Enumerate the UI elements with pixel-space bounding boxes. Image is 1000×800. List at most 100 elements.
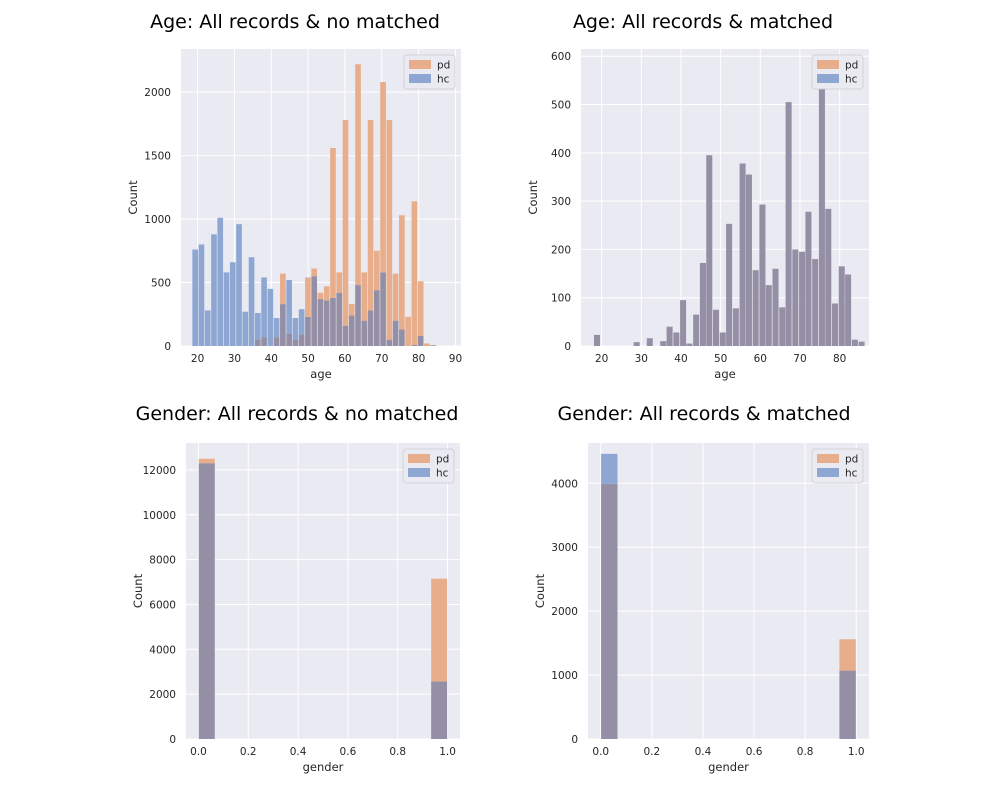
- bar-overlap: [752, 270, 759, 346]
- legend-label-hc: hc: [845, 74, 858, 86]
- x-tick-label: 0.4: [695, 746, 712, 758]
- bar-hc: [192, 249, 199, 346]
- bar-hc: [273, 318, 280, 338]
- bar-pd: [311, 268, 318, 277]
- bar-pd: [839, 639, 856, 671]
- y-tick-label: 600: [551, 51, 571, 63]
- bar-pd: [317, 292, 324, 300]
- bar-pd: [386, 120, 393, 340]
- bar-overlap: [330, 297, 336, 346]
- bar-overlap: [666, 326, 673, 346]
- chart-title-age-no-matched: Age: All records & no matched: [150, 11, 440, 33]
- bar-hc: [204, 310, 211, 346]
- bar-pd: [305, 277, 311, 317]
- bar-overlap: [792, 249, 799, 346]
- legend-swatch-hc: [817, 74, 839, 83]
- legend-swatch-hc: [408, 468, 430, 477]
- bar-overlap: [286, 333, 292, 346]
- legend-label-pd: pd: [437, 60, 450, 72]
- bar-hc: [248, 257, 255, 346]
- legend-swatch-pd: [817, 60, 839, 69]
- bar-overlap: [317, 299, 324, 346]
- x-tick-label: 0.0: [190, 746, 207, 758]
- x-tick-label: 0.6: [746, 746, 763, 758]
- y-tick-label: 10000: [143, 510, 176, 522]
- x-tick-label: 80: [833, 353, 846, 365]
- bar-overlap: [386, 339, 393, 346]
- bar-overlap: [430, 345, 437, 346]
- bar-overlap: [726, 223, 733, 346]
- legend-label-pd: pd: [845, 60, 858, 72]
- bar-overlap: [851, 339, 858, 346]
- bar-hc: [229, 262, 236, 346]
- bar-overlap: [832, 303, 839, 346]
- bar-overlap: [305, 316, 311, 346]
- y-tick-label: 6000: [149, 599, 176, 611]
- bar-hc: [601, 453, 618, 484]
- y-tick-label: 2000: [149, 689, 176, 701]
- y-tick-label: 400: [551, 148, 571, 160]
- bar-overlap: [342, 325, 349, 346]
- bar-hc: [254, 313, 261, 340]
- bar-overlap: [812, 259, 819, 346]
- bar-hc: [242, 311, 249, 346]
- legend-swatch-pd: [817, 454, 839, 463]
- bar-overlap: [336, 292, 343, 346]
- y-tick-label: 12000: [143, 465, 176, 477]
- bar-pd: [411, 201, 418, 345]
- bar-overlap: [373, 290, 380, 346]
- bar-hc: [261, 277, 267, 338]
- chart-title-gender-no-matched: Gender: All records & no matched: [135, 403, 459, 425]
- x-tick-label: 20: [595, 353, 608, 365]
- x-tick-label: 40: [674, 353, 687, 365]
- bar-pd: [431, 578, 448, 682]
- bar-overlap: [298, 334, 305, 346]
- bar-pd: [373, 250, 380, 291]
- x-tick-label: 70: [793, 353, 806, 365]
- bar-overlap: [699, 262, 706, 346]
- chart-title-gender-matched: Gender: All records & matched: [557, 403, 851, 425]
- y-axis-label: Count: [533, 573, 547, 608]
- x-tick-label: 60: [338, 353, 351, 365]
- y-axis-label: Count: [131, 573, 145, 608]
- bar-overlap: [785, 102, 792, 346]
- plot-background: [588, 443, 869, 739]
- x-tick-label: 80: [412, 353, 425, 365]
- legend: [811, 54, 864, 90]
- bar-overlap: [323, 300, 330, 346]
- bar-hc: [223, 272, 230, 346]
- bar-overlap: [261, 337, 267, 346]
- legend-label-hc: hc: [436, 468, 449, 480]
- bar-pd: [336, 272, 343, 293]
- bar-overlap: [858, 341, 865, 346]
- legend-label-pd: pd: [436, 454, 449, 466]
- x-axis-label: age: [714, 367, 735, 381]
- legend-swatch-hc: [817, 468, 839, 477]
- bar-pd: [392, 273, 399, 321]
- bar-overlap: [693, 314, 700, 346]
- bar-overlap: [805, 211, 812, 346]
- bar-overlap: [633, 342, 640, 346]
- x-tick-label: 0.8: [797, 746, 814, 758]
- bar-hc: [198, 244, 205, 346]
- x-axis-label: gender: [303, 760, 344, 774]
- bar-overlap: [593, 334, 601, 346]
- x-tick-label: 0.6: [340, 746, 357, 758]
- legend-label-pd: pd: [845, 454, 858, 466]
- bar-pd: [367, 120, 374, 311]
- bar-hc: [292, 318, 299, 340]
- y-tick-label: 500: [151, 278, 171, 290]
- bar-overlap: [765, 285, 772, 346]
- legend: [402, 448, 455, 484]
- y-tick-label: 4000: [551, 478, 578, 490]
- legend: [403, 54, 456, 90]
- x-tick-label: 50: [714, 353, 727, 365]
- y-tick-label: 0: [571, 734, 578, 746]
- bar-overlap: [680, 300, 687, 346]
- bar-pd: [348, 304, 355, 316]
- bar-overlap: [818, 63, 825, 347]
- y-tick-label: 8000: [149, 555, 176, 567]
- bar-overlap: [673, 332, 680, 346]
